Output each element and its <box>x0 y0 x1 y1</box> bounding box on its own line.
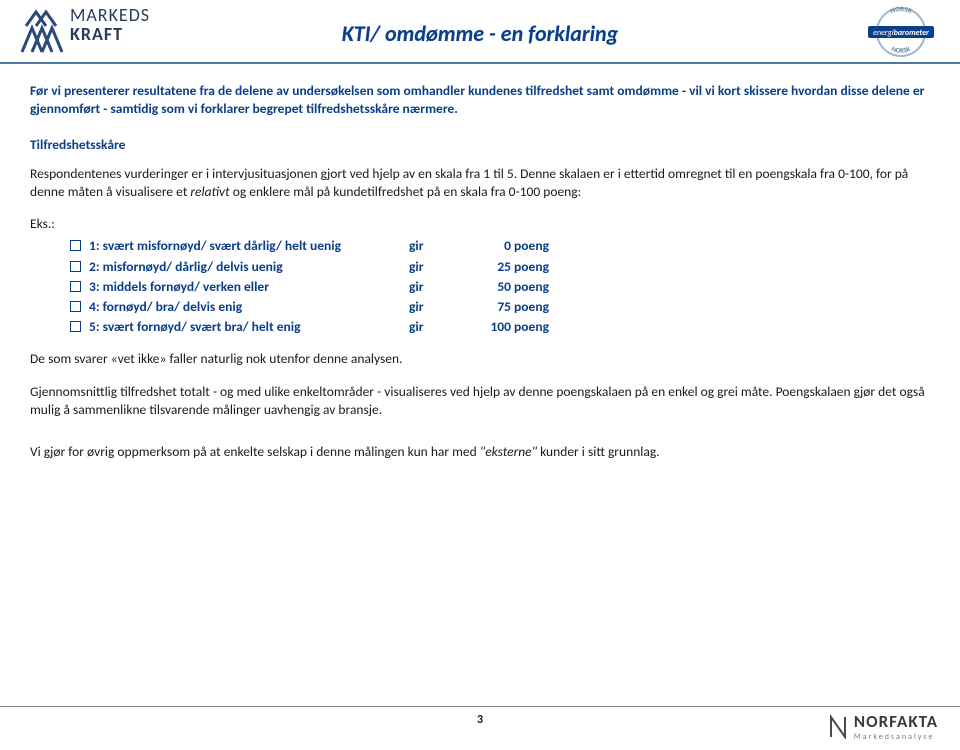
svg-text:energibarometer: energibarometer <box>873 28 929 38</box>
scale-gir: gir <box>409 298 469 316</box>
scale-gir: gir <box>409 237 469 255</box>
bullet-icon <box>70 261 81 272</box>
scale-gir: gir <box>409 278 469 296</box>
list-item: 4: fornøyd/ bra/ delvis enig gir 75 poen… <box>70 298 930 316</box>
scale-label: 5: svært fornøyd/ svært bra/ helt enig <box>89 318 409 336</box>
norfakta-name: NORFAKTA <box>854 711 938 732</box>
svg-text:NORSK: NORSK <box>890 44 911 55</box>
page-number: 3 <box>477 713 483 727</box>
summary-paragraph: Gjennomsnittlig tilfredshet totalt - og … <box>30 383 930 419</box>
brand-logo-text: MARKEDS KRAFT <box>70 6 150 44</box>
page-header: MARKEDS KRAFT KTI/ omdømme - en forklari… <box>0 0 960 64</box>
norfakta-icon <box>828 711 848 744</box>
content-area: Før vi presenterer resultatene fra de de… <box>0 64 960 461</box>
list-item: 5: svært fornøyd/ svært bra/ helt enig g… <box>70 318 930 336</box>
scale-label: 2: misfornøyd/ dårlig/ delvis uenig <box>89 258 409 276</box>
list-item: 2: misfornøyd/ dårlig/ delvis uenig gir … <box>70 258 930 276</box>
list-item: 3: middels fornøyd/ verken eller gir 50 … <box>70 278 930 296</box>
bullet-icon <box>70 281 81 292</box>
norfakta-tagline: Markedsanalyse <box>854 732 938 742</box>
bullet-icon <box>70 301 81 312</box>
barometer-badge: NORSK NORSK energibarometer <box>862 6 940 63</box>
scale-points: 0 poeng <box>469 237 589 255</box>
svg-text:NORSK: NORSK <box>889 6 914 15</box>
norfakta-logo: NORFAKTA Markedsanalyse <box>828 711 938 744</box>
para4-a: Vi gjør for øvrig oppmerksom på at enkel… <box>30 443 480 460</box>
bullet-icon <box>70 240 81 251</box>
brand-line2: KRAFT <box>70 25 150 44</box>
para1-b: og enklere mål på kundetilfredshet på en… <box>230 183 582 200</box>
scale-points: 50 poeng <box>469 278 589 296</box>
scale-points: 75 poeng <box>469 298 589 316</box>
explain-paragraph: Respondentenes vurderinger er i intervju… <box>30 165 930 201</box>
list-item: 1: svært misfornøyd/ svært dårlig/ helt … <box>70 237 930 255</box>
page-title: KTI/ omdømme - en forklaring <box>342 20 619 47</box>
scale-label: 3: middels fornøyd/ verken eller <box>89 278 409 296</box>
scale-points: 100 poeng <box>469 318 589 336</box>
example-label: Eks.: <box>30 215 930 233</box>
section-heading: Tilfredshetsskåre <box>30 136 930 154</box>
page-footer: 3 NORFAKTA Markedsanalyse <box>0 706 960 750</box>
vet-ikke-paragraph: De som svarer «vet ikke» faller naturlig… <box>30 350 930 368</box>
scale-gir: gir <box>409 258 469 276</box>
scale-points: 25 poeng <box>469 258 589 276</box>
scale-list: 1: svært misfornøyd/ svært dårlig/ helt … <box>70 237 930 336</box>
scale-gir: gir <box>409 318 469 336</box>
note-paragraph: Vi gjør for øvrig oppmerksom på at enkel… <box>30 443 930 461</box>
scale-label: 4: fornøyd/ bra/ delvis enig <box>89 298 409 316</box>
para1-em: relativt <box>190 183 229 200</box>
bullet-icon <box>70 321 81 332</box>
para4-b: kunder i sitt grunnlag. <box>537 443 660 460</box>
intro-paragraph: Før vi presenterer resultatene fra de de… <box>30 82 930 118</box>
scale-label: 1: svært misfornøyd/ svært dårlig/ helt … <box>89 237 409 255</box>
para4-em: "eksterne" <box>480 443 537 460</box>
brand-logo-icon <box>20 8 66 54</box>
